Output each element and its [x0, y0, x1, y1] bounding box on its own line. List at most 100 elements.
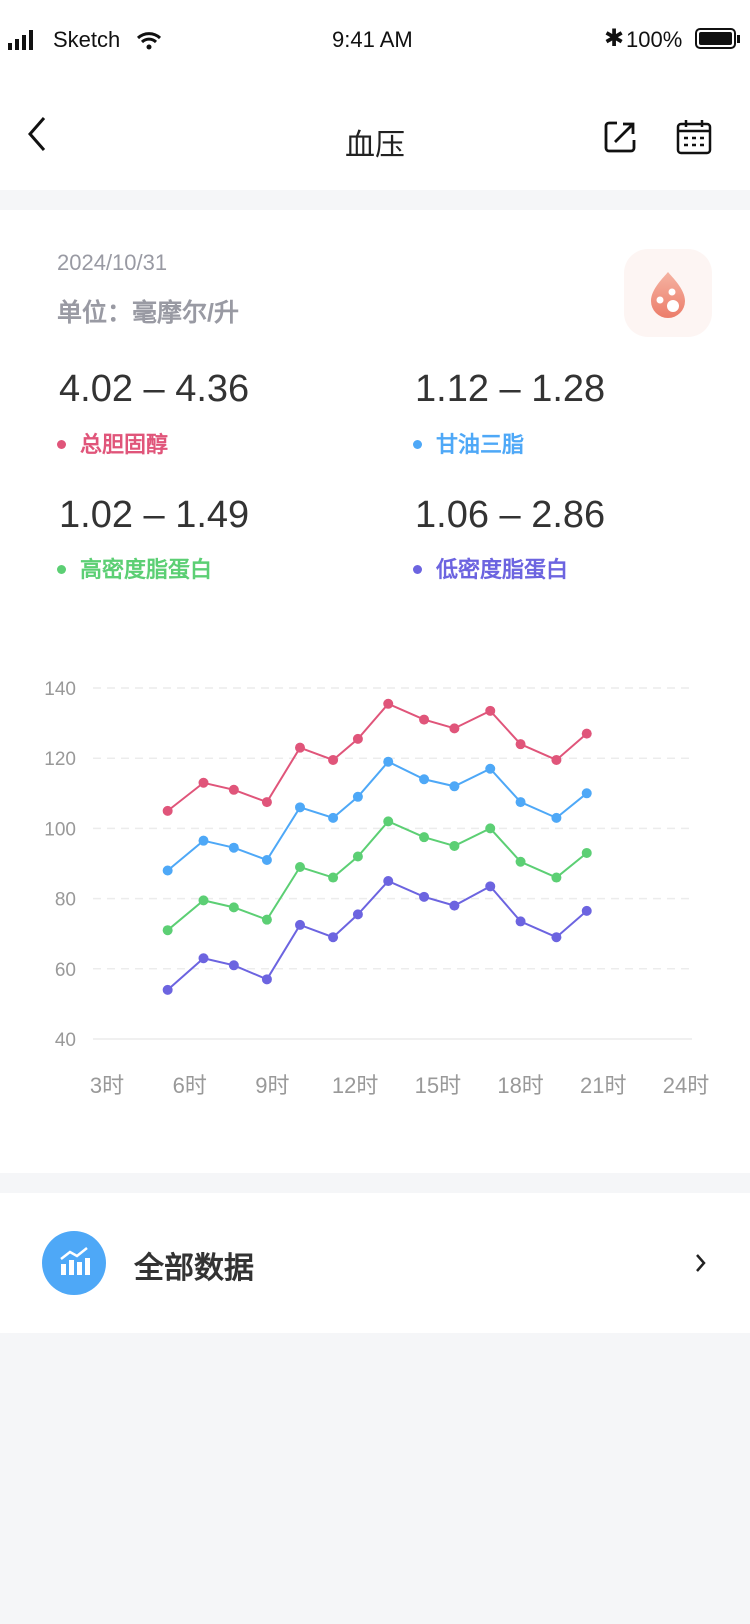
- series-line: [167, 760, 588, 872]
- x-tick-label: 18时: [497, 1073, 543, 1098]
- data-point: [198, 835, 209, 846]
- data-point: [383, 756, 394, 767]
- data-point: [228, 842, 239, 853]
- data-point: [419, 714, 430, 725]
- line-chart: 40 60 80 100 120 140 3时 6时 9时 12时 15时 18时 21时 24时: [44, 679, 709, 1098]
- x-tick-label: 24时: [663, 1073, 709, 1098]
- blood-drop-icon: [651, 272, 685, 318]
- all-data-row[interactable]: 全部数据: [0, 1193, 750, 1333]
- data-point: [419, 774, 430, 785]
- data-point: [515, 797, 526, 808]
- data-point: [581, 728, 592, 739]
- y-tick-label: 120: [44, 749, 76, 770]
- x-tick-label: 15时: [415, 1073, 461, 1098]
- data-point: [162, 925, 173, 936]
- data-point: [352, 909, 363, 920]
- data-point: [261, 974, 272, 985]
- y-tick-label: 80: [55, 890, 76, 911]
- series-line: [167, 702, 588, 812]
- y-tick-label: 40: [55, 1030, 76, 1051]
- x-tick-label: 6时: [173, 1073, 207, 1098]
- legend-label: 甘油三脂: [436, 432, 525, 457]
- status-bar: Sketch 9:41 AM ✱ 100%: [0, 0, 750, 88]
- data-point: [162, 984, 173, 995]
- nav-bar: 血压: [0, 88, 750, 190]
- data-point: [295, 802, 305, 813]
- data-point: [198, 777, 209, 788]
- data-point: [419, 832, 430, 843]
- legend-label: 总胆固醇: [80, 432, 169, 457]
- battery-icon: [695, 28, 740, 49]
- y-tick-label: 140: [44, 679, 76, 700]
- data-point: [551, 872, 562, 883]
- record-date: 2024/10/31: [57, 250, 168, 275]
- data-point: [551, 754, 562, 765]
- legend-label: 低密度脂蛋白: [436, 557, 569, 582]
- data-point: [198, 953, 209, 964]
- back-button[interactable]: [22, 114, 52, 154]
- data-point: [515, 739, 526, 750]
- x-tick-label: 12时: [332, 1073, 378, 1098]
- data-point: [581, 905, 592, 916]
- clock: 9:41 AM: [332, 27, 413, 52]
- data-point: [551, 812, 562, 823]
- data-point: [383, 816, 394, 827]
- data-point: [261, 854, 272, 865]
- summary-card: [0, 210, 750, 1173]
- y-tick-label: 100: [44, 819, 76, 840]
- data-point: [551, 932, 562, 943]
- legend-ldl: 低密度脂蛋白: [413, 552, 568, 584]
- chart-stats-icon: [42, 1231, 106, 1295]
- bluetooth-icon: ✱: [604, 25, 625, 52]
- calendar-button[interactable]: [676, 119, 712, 155]
- data-point: [295, 919, 305, 930]
- data-point: [485, 881, 496, 892]
- data-point: [228, 784, 239, 795]
- data-point: [162, 805, 173, 816]
- data-point: [352, 791, 363, 802]
- legend-dot: [57, 439, 66, 449]
- data-point: [352, 851, 363, 862]
- data-point: [449, 781, 460, 792]
- data-point: [449, 840, 460, 851]
- data-point: [328, 754, 339, 765]
- x-tick-label: 3时: [90, 1073, 124, 1098]
- data-point: [515, 856, 526, 867]
- data-point: [295, 742, 305, 753]
- data-point: [485, 763, 496, 774]
- legend-triglycerides: 甘油三脂: [413, 427, 524, 459]
- series-line: [167, 820, 588, 931]
- legend-hdl: 高密度脂蛋白: [57, 552, 212, 584]
- data-point: [295, 862, 305, 873]
- data-point: [485, 705, 496, 716]
- metric-range-total-cholesterol: 4.02 – 4.36: [59, 368, 250, 410]
- data-point: [449, 723, 460, 734]
- metric-range-ldl: 1.06 – 2.86: [415, 494, 606, 536]
- data-point: [228, 902, 239, 913]
- series-line: [166, 879, 588, 991]
- x-tick-label: 9时: [255, 1073, 289, 1098]
- data-point: [383, 698, 394, 709]
- x-tick-label: 21时: [580, 1073, 626, 1098]
- data-point: [383, 876, 394, 887]
- blood-drop-badge: [624, 249, 712, 337]
- data-point: [515, 916, 526, 927]
- metric-range-hdl: 1.02 – 1.49: [59, 494, 250, 536]
- legend-dot: [413, 564, 422, 574]
- y-tick-label: 60: [55, 960, 76, 981]
- data-point: [328, 872, 339, 883]
- data-point: [261, 914, 272, 925]
- wifi-icon: [136, 32, 162, 50]
- data-point: [352, 733, 363, 744]
- legend-label: 高密度脂蛋白: [80, 557, 213, 582]
- signal-icon: [8, 30, 33, 50]
- metric-range-triglycerides: 1.12 – 1.28: [415, 368, 606, 410]
- page-title: 血压: [345, 129, 405, 162]
- data-point: [581, 847, 592, 858]
- data-point: [485, 823, 496, 834]
- all-data-label: 全部数据: [134, 1252, 254, 1285]
- carrier: Sketch: [53, 27, 121, 52]
- data-point: [261, 797, 272, 808]
- share-button[interactable]: [603, 120, 637, 154]
- data-point: [328, 812, 339, 823]
